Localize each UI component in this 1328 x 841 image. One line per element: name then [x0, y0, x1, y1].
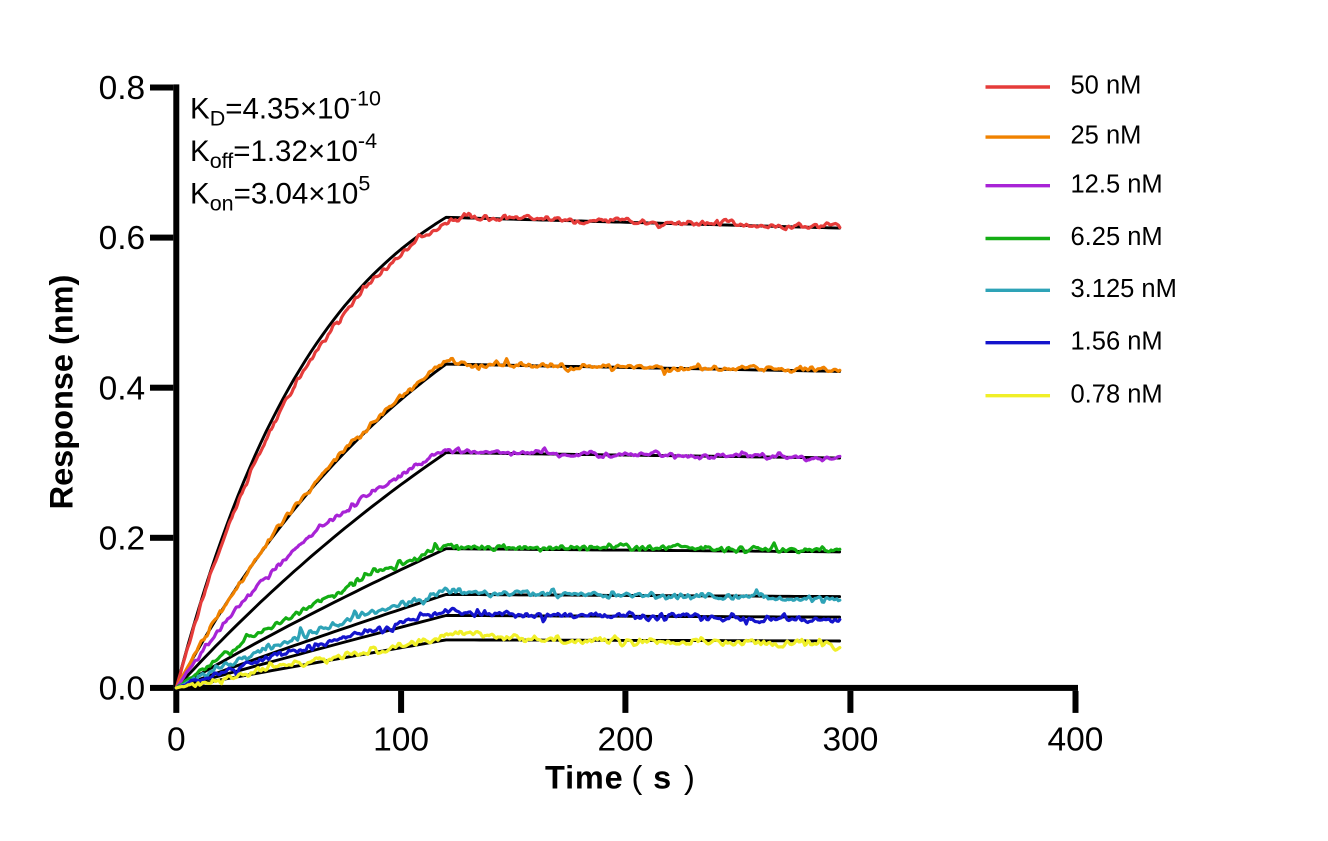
- svg-text:1.56 nM: 1.56 nM: [1071, 327, 1163, 355]
- svg-text:25 nM: 25 nM: [1071, 122, 1142, 150]
- svg-text:0.4: 0.4: [99, 370, 146, 407]
- svg-text:200: 200: [597, 722, 653, 759]
- svg-text:12.5 nM: 12.5 nM: [1071, 170, 1163, 198]
- svg-text:50 nM: 50 nM: [1071, 72, 1142, 100]
- svg-text:0: 0: [167, 722, 186, 759]
- svg-text:Time(s): Time(s): [545, 760, 696, 796]
- svg-text:0.6: 0.6: [99, 220, 146, 257]
- svg-text:6.25 nM: 6.25 nM: [1071, 223, 1163, 251]
- svg-text:100: 100: [373, 722, 429, 759]
- svg-text:0.2: 0.2: [99, 520, 146, 557]
- svg-text:0.78 nM: 0.78 nM: [1071, 380, 1163, 408]
- svg-text:400: 400: [1048, 722, 1104, 759]
- svg-text:3.125 nM: 3.125 nM: [1071, 275, 1177, 303]
- svg-text:Response (nm): Response (nm): [44, 275, 80, 510]
- svg-text:0.8: 0.8: [99, 70, 146, 107]
- svg-text:Koff=1.32×10-4: Koff=1.32×10-4: [190, 129, 377, 173]
- svg-text:0.0: 0.0: [99, 671, 146, 708]
- svg-text:300: 300: [822, 722, 878, 759]
